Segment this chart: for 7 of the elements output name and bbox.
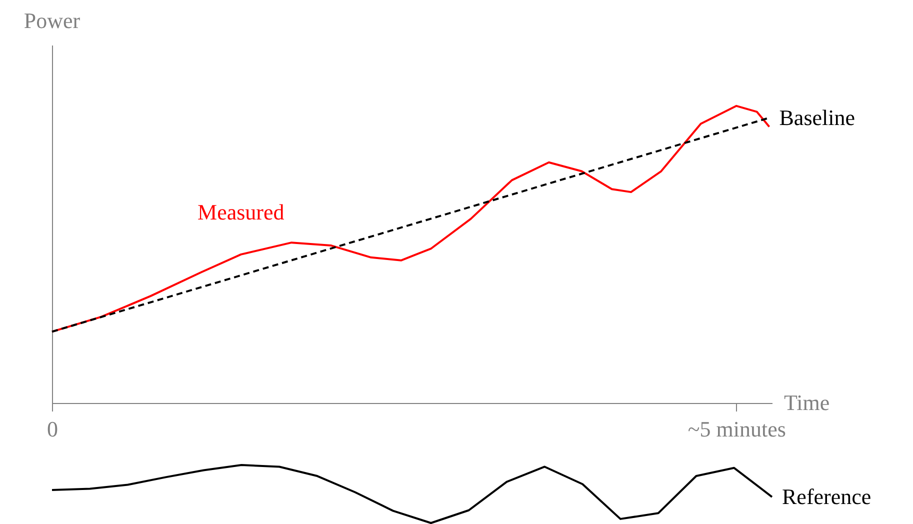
x-tick-label: ~5 minutes — [688, 416, 786, 442]
x-axis-title: Time — [784, 390, 830, 415]
x-tick-label: 0 — [47, 416, 58, 442]
series-label: Reference — [782, 484, 872, 509]
series-label: Measured — [198, 199, 284, 224]
y-axis-title: Power — [24, 8, 81, 33]
series-label: Baseline — [779, 104, 856, 130]
